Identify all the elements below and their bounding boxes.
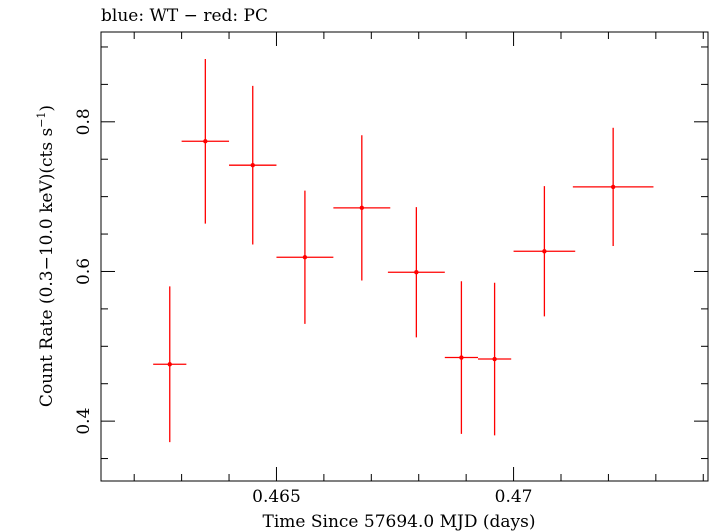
chart-title: blue: WT − red: PC <box>101 6 268 26</box>
tick-labels: 0.465 0.47 0.4 0.6 0.8 <box>74 108 533 507</box>
point-marker <box>492 356 497 362</box>
y-axis-label-close: ) <box>37 105 57 112</box>
y-axis-label-main: Count Rate (0.3−10.0 keV)(cts s <box>37 128 57 407</box>
point-marker <box>542 249 547 254</box>
point-marker <box>359 205 365 211</box>
plot-frame <box>100 31 709 482</box>
data-point <box>387 207 445 338</box>
data-points <box>153 58 654 443</box>
x-tick-label: 0.465 <box>252 487 301 507</box>
data-point <box>572 127 654 247</box>
data-point <box>478 282 512 436</box>
data-point <box>229 85 277 245</box>
data-point <box>153 286 187 443</box>
point-marker <box>250 163 255 168</box>
data-point <box>444 281 479 434</box>
axis-ticks <box>101 32 708 481</box>
y-axis-label: Count Rate (0.3−10.0 keV)(cts s−1) <box>35 105 57 407</box>
y-tick-label: 0.8 <box>74 108 94 135</box>
y-tick-label: 0.4 <box>74 408 94 435</box>
point-marker <box>610 184 616 190</box>
x-tick-label: 0.47 <box>495 487 533 507</box>
y-tick-label: 0.6 <box>74 258 94 285</box>
y-axis-label-exponent: −1 <box>35 112 48 128</box>
data-point <box>513 186 576 317</box>
point-marker <box>302 255 308 260</box>
point-marker <box>203 139 208 144</box>
x-axis-label: Time Since 57694.0 MJD (days) <box>263 512 536 532</box>
point-marker <box>459 355 464 360</box>
data-point <box>181 58 230 224</box>
point-marker <box>414 270 419 275</box>
data-point <box>276 190 334 324</box>
data-point <box>333 135 391 281</box>
point-marker <box>167 362 172 367</box>
